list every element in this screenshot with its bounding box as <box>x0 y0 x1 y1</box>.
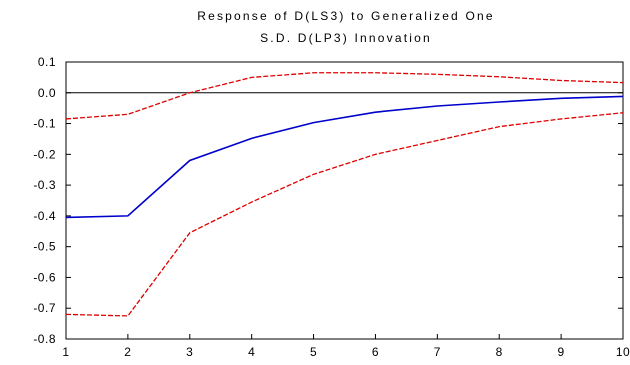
x-tick-label: 10 <box>616 345 630 359</box>
x-tick-label: 6 <box>372 345 379 359</box>
y-tick-label: -0.1 <box>33 117 56 131</box>
y-tick-label: -0.5 <box>33 240 56 254</box>
y-tick-label: -0.7 <box>33 301 56 315</box>
series-line-upper-band <box>65 72 624 120</box>
y-tick-label: -0.4 <box>33 209 56 223</box>
x-tick-label: 9 <box>558 345 565 359</box>
x-tick-label: 7 <box>434 345 441 359</box>
y-tick-label: -0.6 <box>33 270 56 284</box>
chart-title-line-1: Response of D(LS3) to Generalized One <box>197 9 495 23</box>
y-axis: 0.1 0.0 -0.1 -0.2 -0.3 -0.4 -0.5 -0.6 -0.7 -0.8 <box>33 55 623 346</box>
y-tick-label: 0.0 <box>38 86 56 100</box>
series-layer <box>65 72 624 317</box>
y-tick-label: -0.3 <box>33 178 56 192</box>
x-tick-label: 4 <box>248 345 255 359</box>
chart-title-line-2: S.D. D(LP3) Innovation <box>260 31 432 45</box>
x-tick-label: 3 <box>186 345 193 359</box>
plot-frame <box>65 61 624 340</box>
series-line-lower-band <box>65 112 624 317</box>
y-tick-label: -0.2 <box>33 147 56 161</box>
x-tick-label: 5 <box>310 345 317 359</box>
x-tick-label: 1 <box>62 345 69 359</box>
x-tick-label: 2 <box>124 345 131 359</box>
y-tick-label: 0.1 <box>38 55 56 69</box>
y-tick-label: -0.8 <box>33 332 56 346</box>
series-line-response <box>65 95 624 219</box>
chart-title: Response of D(LS3) to Generalized One S.… <box>197 9 495 45</box>
x-axis: 1 2 3 4 5 6 7 8 9 10 <box>62 334 630 359</box>
x-tick-label: 8 <box>496 345 503 359</box>
